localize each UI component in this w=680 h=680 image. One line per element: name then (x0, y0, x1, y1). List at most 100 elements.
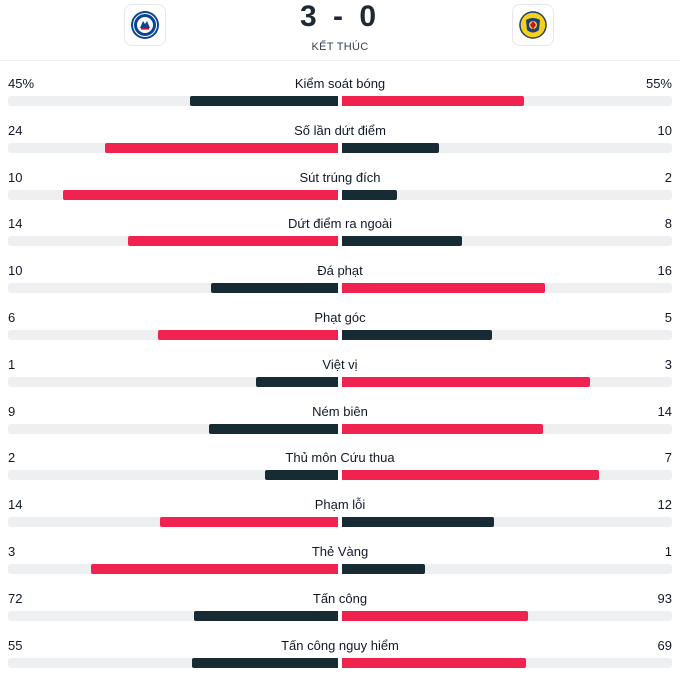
stat-home-track (8, 329, 338, 340)
away-team-crest[interactable] (512, 4, 554, 46)
stat-away-bar (342, 96, 524, 106)
stat-away-value: 16 (657, 263, 672, 279)
stat-row: 10 Sút trúng đích 2 (0, 166, 680, 213)
stat-away-track (342, 610, 672, 621)
stat-label: Sút trúng đích (299, 169, 381, 185)
stat-away-value: 93 (657, 590, 672, 606)
stat-row: 24 Số lần dứt điểm 10 (0, 119, 680, 166)
stat-home-track (8, 142, 338, 153)
stat-away-bar (342, 189, 397, 200)
stat-label: Thẻ Vàng (311, 543, 369, 559)
stat-away-track (342, 563, 672, 574)
stat-label: Đá phạt (317, 263, 363, 279)
stat-away-value: 7 (664, 450, 672, 466)
stat-home-value: 10 (8, 169, 23, 185)
stat-home-track (8, 283, 338, 294)
stat-label: Tấn công nguy hiểm (281, 637, 399, 653)
stat-away-bar (342, 517, 495, 528)
stat-home-value: 45% (8, 76, 35, 91)
stat-away-value: 14 (657, 403, 672, 419)
stat-away-track (342, 189, 672, 200)
stat-label: Ném biên (312, 403, 368, 419)
match-status: KẾT THÚC (311, 41, 369, 53)
match-header: 3 - 0 KẾT THÚC (0, 0, 680, 60)
stat-row: 10 Đá phạt 16 (0, 259, 680, 306)
stat-away-value: 1 (664, 543, 672, 559)
stat-home-value: 6 (8, 309, 16, 325)
stat-home-value: 24 (8, 122, 23, 138)
stat-row: 1 Việt vị 3 (0, 353, 680, 400)
stat-row: 3 Thẻ Vàng 1 (0, 540, 680, 587)
stat-home-bar (191, 657, 338, 668)
stat-away-value: 5 (664, 309, 672, 325)
stat-home-value: 14 (8, 497, 23, 513)
stat-away-track (342, 283, 672, 294)
stat-away-bar (342, 563, 425, 574)
stat-home-track (8, 423, 338, 434)
stat-away-bar (342, 376, 590, 387)
stat-away-value: 2 (664, 169, 672, 185)
club-america-crest-icon (519, 11, 547, 39)
stat-row: 14 Phạm lỗi 12 (0, 493, 680, 540)
stat-row: 2 Thủ môn Cứu thua 7 (0, 446, 680, 493)
stat-home-track (8, 376, 338, 387)
stat-away-bar (342, 142, 440, 153)
stat-away-track (342, 142, 672, 153)
stat-label: Số lần dứt điểm (294, 122, 386, 138)
stat-row: 55 Tấn công nguy hiểm 69 (0, 634, 680, 680)
stat-home-value: 55 (8, 637, 23, 653)
stat-label: Phạt góc (314, 309, 366, 325)
stat-home-track (8, 96, 338, 106)
header-divider (0, 60, 680, 61)
stat-label: Tấn công (312, 590, 368, 606)
stat-row: 14 Dứt điểm ra ngoài 8 (0, 212, 680, 259)
stat-home-bar (128, 236, 338, 247)
stat-away-bar (342, 657, 526, 668)
stat-home-value: 72 (8, 590, 23, 606)
stat-home-value: 9 (8, 403, 16, 419)
stat-row: 6 Phạt góc 5 (0, 306, 680, 353)
stat-home-bar (255, 376, 338, 387)
stat-label: Việt vị (322, 356, 358, 372)
stat-away-value: 10 (657, 122, 672, 138)
stat-away-track (342, 329, 672, 340)
stat-row: 9 Ném biên 14 (0, 400, 680, 447)
stat-home-bar (63, 189, 338, 200)
chelsea-crest-icon (131, 11, 159, 39)
stat-away-bar (342, 470, 599, 481)
stat-away-track (342, 236, 672, 247)
stat-away-track (342, 517, 672, 528)
stat-home-track (8, 657, 338, 668)
stat-home-value: 2 (8, 450, 16, 466)
stat-home-value: 3 (8, 543, 16, 559)
stat-home-track (8, 517, 338, 528)
stat-home-value: 14 (8, 216, 23, 232)
stat-away-track (342, 96, 672, 106)
stat-home-track (8, 236, 338, 247)
stat-row: 45% Kiểm soát bóng 55% (0, 72, 680, 119)
stat-label: Dứt điểm ra ngoài (287, 216, 393, 232)
stat-home-track (8, 563, 338, 574)
stat-home-value: 1 (8, 356, 16, 372)
stat-away-bar (342, 329, 492, 340)
stat-home-value: 10 (8, 263, 23, 279)
home-team-crest[interactable] (124, 4, 166, 46)
stat-home-bar (105, 142, 338, 153)
stat-away-track (342, 470, 672, 481)
stat-home-bar (208, 423, 338, 434)
stat-away-bar (342, 610, 528, 621)
stat-away-value: 12 (657, 497, 672, 513)
stat-away-bar (342, 236, 462, 247)
stat-label: Kiểm soát bóng (294, 76, 386, 91)
stat-away-bar (342, 283, 546, 294)
stat-away-track (342, 423, 672, 434)
stat-home-bar (158, 329, 338, 340)
stat-row: 72 Tấn công 93 (0, 587, 680, 634)
stat-away-track (342, 376, 672, 387)
stat-home-bar (189, 96, 338, 106)
stat-away-value: 69 (657, 637, 672, 653)
stat-home-track (8, 189, 338, 200)
stat-away-track (342, 657, 672, 668)
stat-label: Thủ môn Cứu thua (285, 450, 395, 466)
stat-label: Phạm lỗi (314, 497, 366, 513)
